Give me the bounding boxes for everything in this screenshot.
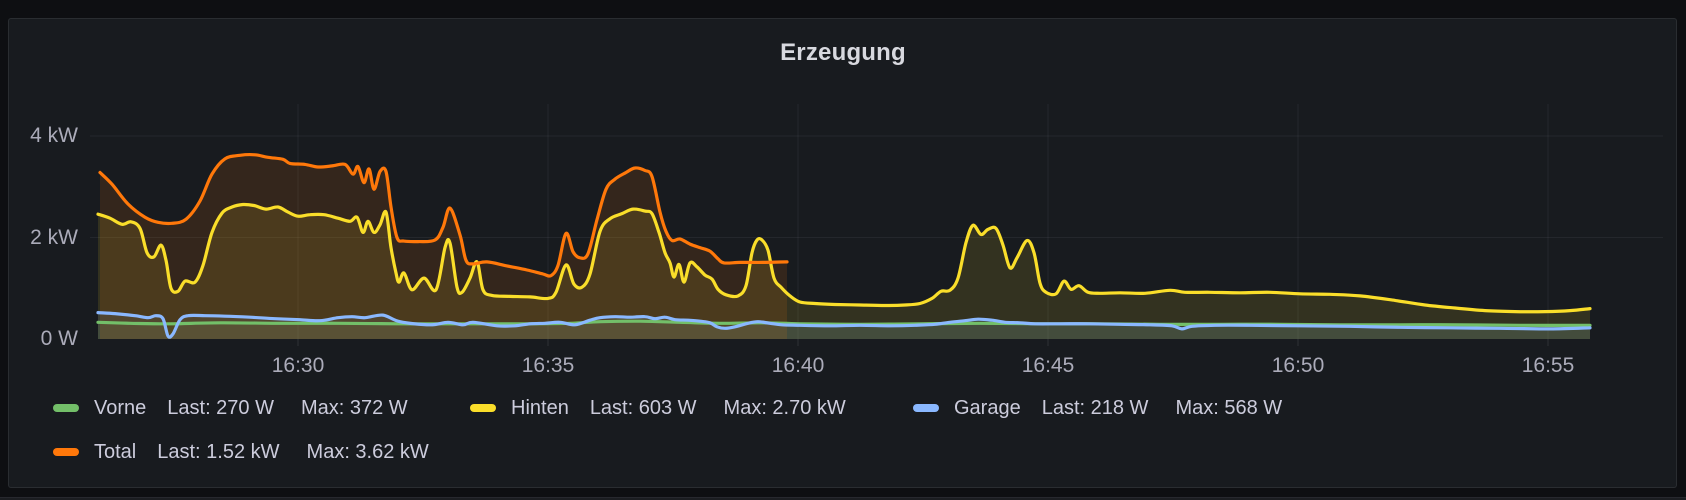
legend-max-value: Max: 3.62 kW — [306, 440, 429, 463]
x-axis-label-1645: 16:45 — [1021, 354, 1075, 377]
next-panel-edge — [0, 497, 1686, 500]
x-axis-label-1640: 16:40 — [771, 354, 825, 377]
legend-max-value: Max: 372 W — [300, 396, 408, 419]
x-axis-label-1655: 16:55 — [1521, 354, 1575, 377]
x-axis-label-1630: 16:30 — [271, 354, 325, 377]
y-axis-label-2-kw: 2 kW — [30, 225, 78, 249]
y-axis: 0 W 2 kW 4 kW — [0, 0, 78, 500]
panel-title[interactable]: Erzeugung — [780, 39, 906, 66]
legend-swatch-vorne-icon[interactable] — [53, 404, 79, 412]
legend-last-value: Last: 270 W — [167, 396, 274, 419]
legend-series-name: Total — [94, 440, 137, 463]
series-line-total — [98, 152, 789, 278]
x-axis-label-1650: 16:50 — [1271, 354, 1325, 377]
legend-swatch-garage-icon[interactable] — [913, 404, 939, 412]
legend-last-value: Last: 603 W — [589, 396, 697, 419]
x-axis: 16:30 16:35 16:40 16:45 16:50 16:55 — [0, 352, 1686, 380]
y-axis-label-0-w: 0 W — [40, 327, 78, 350]
legend-item-garage[interactable]: Garage Last: 218 W Max: 568 W — [913, 395, 1309, 421]
gridlines — [90, 104, 1663, 346]
legend-series-name: Vorne — [94, 396, 147, 419]
legend-series-name: Garage — [954, 396, 1021, 419]
series-area-hinten — [98, 204, 1590, 339]
legend-series-name: Hinten — [511, 396, 569, 419]
legend-swatch-total-icon[interactable] — [53, 448, 79, 456]
legend-last-value: Last: 1.52 kW — [157, 440, 280, 463]
series-area-total — [100, 154, 787, 339]
panel-erzeugung — [8, 18, 1677, 488]
legend-item-vorne[interactable]: Vorne Last: 270 W Max: 372 W — [53, 395, 435, 421]
series-line-hinten — [96, 202, 1592, 314]
legend-item-hinten[interactable]: Hinten Last: 603 W Max: 2.70 kW — [470, 395, 873, 421]
legend-max-value: Max: 568 W — [1175, 396, 1283, 419]
series-line-garage — [96, 311, 1592, 339]
legend-last-value: Last: 218 W — [1041, 396, 1149, 419]
y-axis-label-4-kw: 4 kW — [30, 124, 78, 147]
legend-item-total[interactable]: Total Last: 1.52 kW Max: 3.62 kW — [53, 439, 456, 465]
legend-swatch-hinten-icon[interactable] — [470, 404, 496, 412]
x-axis-label-1635: 16:35 — [521, 354, 575, 377]
legend-max-value: Max: 2.70 kW — [723, 396, 846, 419]
